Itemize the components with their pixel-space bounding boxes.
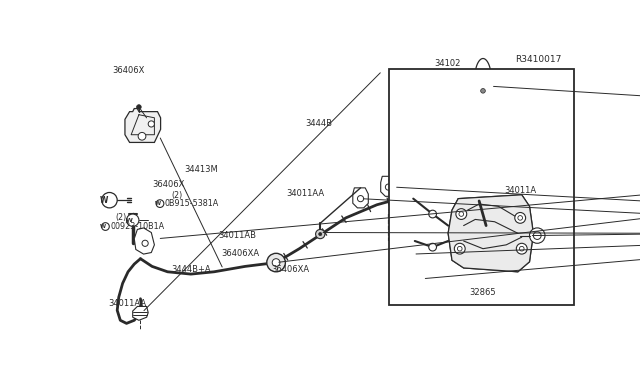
Text: (2): (2) <box>116 214 127 222</box>
Text: R3410017: R3410017 <box>515 55 562 64</box>
Circle shape <box>319 232 322 235</box>
Polygon shape <box>448 195 533 272</box>
Text: (2): (2) <box>172 190 183 199</box>
Polygon shape <box>448 195 533 272</box>
Polygon shape <box>353 188 368 208</box>
Circle shape <box>316 230 325 239</box>
Text: W: W <box>100 224 106 229</box>
Circle shape <box>267 253 285 272</box>
Text: 34011AB: 34011AB <box>218 231 256 240</box>
Circle shape <box>429 243 436 251</box>
Text: 3444B: 3444B <box>306 119 333 128</box>
Circle shape <box>423 272 431 279</box>
Text: 0B915-5381A: 0B915-5381A <box>164 199 219 208</box>
Text: 34011A: 34011A <box>504 186 536 195</box>
Circle shape <box>102 223 109 230</box>
Bar <box>388 69 573 305</box>
Circle shape <box>127 214 139 226</box>
Circle shape <box>148 121 154 127</box>
Text: 36406XA: 36406XA <box>271 265 309 274</box>
Text: 34011AA: 34011AA <box>109 299 147 308</box>
Text: 34413M: 34413M <box>184 165 218 174</box>
Polygon shape <box>134 228 154 254</box>
Text: 32865: 32865 <box>469 288 496 297</box>
Circle shape <box>136 105 141 109</box>
Text: 3444B+A: 3444B+A <box>172 265 211 274</box>
Circle shape <box>411 249 415 253</box>
Text: W: W <box>155 201 161 206</box>
Text: 00923-10B1A: 00923-10B1A <box>110 222 164 231</box>
Circle shape <box>429 210 436 218</box>
Circle shape <box>529 228 545 243</box>
Circle shape <box>102 192 117 208</box>
Circle shape <box>156 200 164 208</box>
Text: 34011AA: 34011AA <box>286 189 324 198</box>
Polygon shape <box>407 254 438 282</box>
Text: 36406X: 36406X <box>152 180 184 189</box>
Text: 36406X: 36406X <box>112 67 145 76</box>
Text: 36406XA: 36406XA <box>221 249 259 258</box>
Circle shape <box>481 89 485 93</box>
Text: W: W <box>100 196 108 205</box>
Text: 34102: 34102 <box>435 59 461 68</box>
Polygon shape <box>381 176 396 196</box>
Circle shape <box>272 259 280 266</box>
Circle shape <box>138 132 146 140</box>
Circle shape <box>456 209 467 219</box>
Circle shape <box>454 243 465 254</box>
Circle shape <box>533 232 541 240</box>
Circle shape <box>516 243 527 254</box>
Polygon shape <box>132 307 148 320</box>
Circle shape <box>515 212 525 223</box>
Text: W: W <box>125 218 132 223</box>
Polygon shape <box>125 109 161 142</box>
